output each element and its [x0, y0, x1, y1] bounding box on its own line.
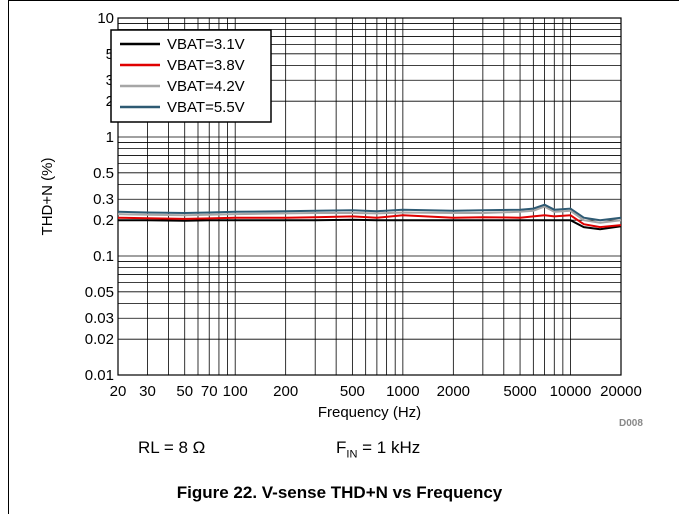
- x-tick-label: 10000: [550, 383, 592, 400]
- y-tick-label: 5: [106, 46, 114, 63]
- y-tick-label: 3: [106, 72, 114, 89]
- x-axis-label: Frequency (Hz): [318, 404, 421, 421]
- x-tick-label: 70: [201, 383, 218, 400]
- input-frequency-condition: FIN = 1 kHz: [336, 438, 420, 460]
- y-tick-label: 2: [106, 93, 114, 110]
- y-tick-label: 0.05: [85, 284, 114, 301]
- x-tick-label: 30: [139, 383, 156, 400]
- figure-caption: Figure 22. V-sense THD+N vs Frequency: [176, 483, 503, 502]
- fin-prefix: F: [336, 438, 347, 457]
- x-tick-label: 1000: [386, 383, 419, 400]
- figure-id: D008: [619, 418, 643, 429]
- y-tick-label: 0.03: [85, 310, 114, 327]
- x-tick-label: 500: [340, 383, 365, 400]
- page-frame-left-rule: [8, 0, 9, 514]
- x-tick-label: 2000: [437, 383, 470, 400]
- series-line: [118, 218, 622, 231]
- plot-area-border: [117, 17, 622, 376]
- legend-label: VBAT=4.2V: [167, 78, 245, 95]
- series-line: [117, 203, 622, 222]
- page-frame-top-rule: [8, 0, 679, 1]
- y-tick-label: 0.02: [85, 331, 114, 348]
- y-tick-label: 0.5: [93, 165, 114, 182]
- y-tick-label: 0.3: [93, 191, 114, 208]
- fin-subscript: IN: [346, 448, 358, 461]
- series-line: [117, 214, 622, 229]
- y-tick-label: 0.01: [85, 367, 114, 384]
- x-tick-label: 100: [223, 383, 248, 400]
- legend-label: VBAT=5.5V: [167, 99, 245, 116]
- x-tick-label: 50: [176, 383, 193, 400]
- y-tick-label: 0.2: [93, 212, 114, 229]
- x-tick-label: 5000: [503, 383, 536, 400]
- x-tick-label: 20000: [600, 383, 642, 400]
- y-tick-label: 1: [106, 129, 114, 146]
- x-tick-label: 200: [273, 383, 298, 400]
- legend-label: VBAT=3.1V: [167, 36, 245, 53]
- load-condition: RL = 8 Ω: [138, 438, 206, 457]
- x-tick-label: 20: [110, 383, 127, 400]
- y-tick-label: 10: [97, 10, 114, 27]
- series-line: [117, 205, 622, 224]
- y-tick-label: 0.1: [93, 248, 114, 265]
- legend-label: VBAT=3.8V: [167, 57, 245, 74]
- fin-suffix: = 1 kHz: [357, 438, 421, 457]
- y-axis-label: THD+N (%): [39, 158, 56, 236]
